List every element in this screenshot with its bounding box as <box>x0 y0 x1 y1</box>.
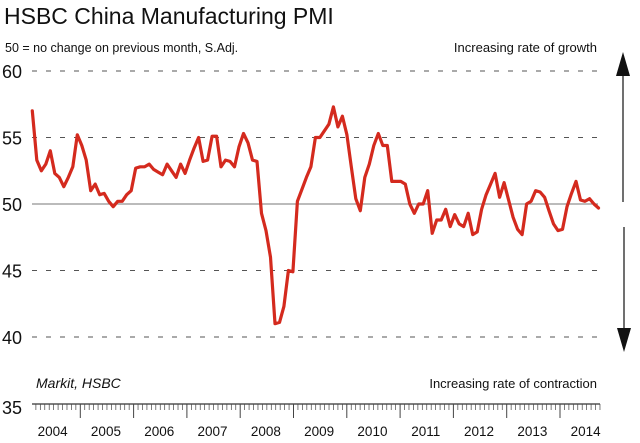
contraction-arrow <box>617 227 631 352</box>
y-tick-label: 50 <box>2 195 22 215</box>
y-tick-label: 40 <box>2 328 22 348</box>
x-tick-label: 2014 <box>571 424 602 439</box>
x-tick-label: 2010 <box>357 424 387 439</box>
x-tick-label: 2011 <box>411 424 440 439</box>
y-tick-label: 45 <box>2 262 22 282</box>
contraction-annotation: Increasing rate of contraction <box>429 376 597 391</box>
x-tick-label: 2008 <box>251 424 281 439</box>
source-label: Markit, HSBC <box>36 375 122 391</box>
down-arrow-icon <box>617 328 631 352</box>
x-tick-label: 2006 <box>144 424 174 439</box>
chart-title: HSBC China Manufacturing PMI <box>4 3 334 29</box>
x-tick-label: 2012 <box>464 424 494 439</box>
y-tick-label: 60 <box>2 62 22 82</box>
pmi-series-line <box>30 105 601 326</box>
y-tick-label: 35 <box>2 398 22 418</box>
x-tick-label: 2005 <box>91 424 121 439</box>
x-tick-label: 2009 <box>304 424 334 439</box>
chart-subtitle: 50 = no change on previous month, S.Adj. <box>5 41 238 55</box>
x-tick-label: 2004 <box>38 424 69 439</box>
growth-annotation: Increasing rate of growth <box>454 40 597 55</box>
x-tick-label: 2007 <box>198 424 228 439</box>
x-tick-label: 2013 <box>517 424 547 439</box>
up-arrow-icon <box>616 52 630 76</box>
growth-arrow <box>616 52 630 202</box>
y-tick-label: 55 <box>2 129 22 149</box>
